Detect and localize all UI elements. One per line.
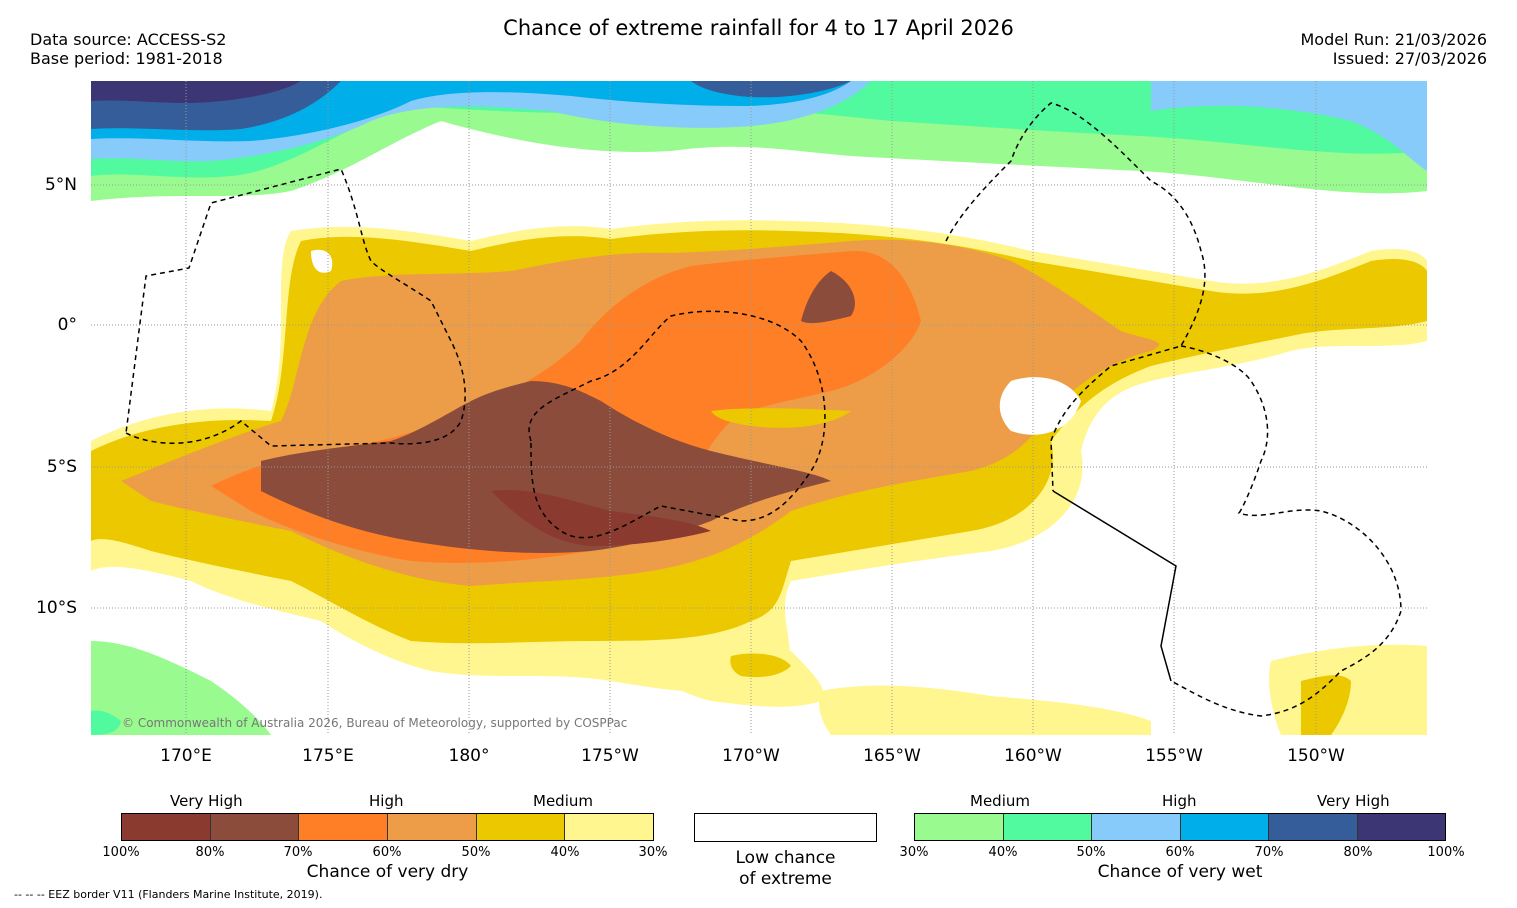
dry-tick-40: 40% xyxy=(550,845,580,860)
wet-50-ne xyxy=(1151,81,1427,171)
dry-70 xyxy=(261,381,831,553)
wet-tick-100: 100% xyxy=(1427,845,1465,860)
low-chance-swatch xyxy=(694,813,877,842)
lon-label-170e: 170°E xyxy=(160,746,212,766)
dry-tick-30: 30% xyxy=(638,845,668,860)
base-period: Base period: 1981-2018 xyxy=(30,49,223,68)
lat-label-5s: 5°S xyxy=(46,457,77,477)
wet-colorbar xyxy=(914,813,1446,841)
map-svg xyxy=(91,81,1427,735)
lat-label-0: 0° xyxy=(57,315,77,335)
wet-tick-30: 30% xyxy=(899,845,929,860)
wet-swatch-4 xyxy=(1180,814,1269,840)
issued-date: Issued: 27/03/2026 xyxy=(1332,49,1487,68)
wet-80-north xyxy=(91,81,301,103)
lat-label-5n: 5°N xyxy=(44,175,77,195)
dry-colorbar xyxy=(121,813,654,841)
dry-header-medium: Medium xyxy=(533,792,593,810)
wet-header-medium: Medium xyxy=(970,792,1030,810)
dry-swatch-2 xyxy=(210,814,300,840)
wet-tick-50: 50% xyxy=(1076,845,1106,860)
eez-borders xyxy=(125,102,1402,717)
wet-header-high: High xyxy=(1162,792,1197,810)
wet-swatch-1 xyxy=(915,814,1004,840)
wet-swatch-3 xyxy=(1092,814,1181,840)
wet-70-ne xyxy=(691,81,851,98)
dry-tick-50: 50% xyxy=(461,845,491,860)
eez-footnote: -- -- -- EEZ border V11 (Flanders Marine… xyxy=(14,888,323,901)
data-source: Data source: ACCESS-S2 xyxy=(30,30,227,49)
dry-30-s2 xyxy=(819,685,1151,735)
copyright-notice: © Commonwealth of Australia 2026, Bureau… xyxy=(122,716,628,730)
wet-header-very-high: Very High xyxy=(1317,792,1390,810)
meta-left: Data source: ACCESS-S2 Base period: 1981… xyxy=(30,30,226,68)
dry-80 xyxy=(491,490,711,546)
dry-legend-title: Chance of very dry xyxy=(306,862,469,882)
dry-swatch-5 xyxy=(476,814,566,840)
dry-swatch-3 xyxy=(299,814,389,840)
meta-right: Model Run: 21/03/2026 Issued: 27/03/2026 xyxy=(1301,30,1488,68)
wet-swatch-2 xyxy=(1003,814,1092,840)
graticule xyxy=(91,81,1427,735)
dry-swatch-6 xyxy=(565,814,654,840)
wet-swatch-6 xyxy=(1357,814,1445,840)
rainfall-map[interactable] xyxy=(91,81,1427,735)
low-chance-line1: Low chance xyxy=(735,848,836,868)
dry-40-se xyxy=(1301,675,1351,735)
wet-tick-80: 80% xyxy=(1343,845,1373,860)
dry-tick-80: 80% xyxy=(195,845,225,860)
dry-swatch-1 xyxy=(122,814,211,840)
low-chance-title: Low chance of extreme xyxy=(694,848,877,890)
dry-header-high: High xyxy=(369,792,404,810)
dry-70-east xyxy=(801,271,855,324)
wet-legend-title: Chance of very wet xyxy=(1097,862,1263,882)
boundary-solid xyxy=(1052,490,1177,682)
dry-tick-60: 60% xyxy=(372,845,402,860)
model-run: Model Run: 21/03/2026 xyxy=(1300,30,1488,49)
lon-label-155w: 155°W xyxy=(1145,746,1203,766)
dry-tick-100: 100% xyxy=(102,845,140,860)
wet-tick-60: 60% xyxy=(1165,845,1195,860)
map-title: Chance of extreme rainfall for 4 to 17 A… xyxy=(503,16,1014,40)
dry-swatch-4 xyxy=(388,814,477,840)
dry-tick-70: 70% xyxy=(283,845,313,860)
wet-tick-70: 70% xyxy=(1254,845,1284,860)
lon-label-175e: 175°E xyxy=(302,746,354,766)
lon-label-175w: 175°W xyxy=(581,746,639,766)
wet-medium-sw xyxy=(91,641,271,735)
lon-label-170w: 170°W xyxy=(722,746,780,766)
wet-swatch-5 xyxy=(1269,814,1358,840)
lon-label-150w: 150°W xyxy=(1287,746,1345,766)
lon-label-165w: 165°W xyxy=(863,746,921,766)
lon-label-180: 180° xyxy=(448,746,490,766)
wet-40-sw xyxy=(91,710,121,735)
lat-label-10s: 10°S xyxy=(36,598,77,618)
dry-header-very-high: Very High xyxy=(170,792,243,810)
low-chance-line2: of extreme xyxy=(739,869,832,889)
low-chance-patch-2 xyxy=(311,249,333,273)
lon-label-160w: 160°W xyxy=(1004,746,1062,766)
dry-40-inner xyxy=(711,408,851,428)
wet-tick-40: 40% xyxy=(988,845,1018,860)
dry-40-s xyxy=(730,653,791,678)
